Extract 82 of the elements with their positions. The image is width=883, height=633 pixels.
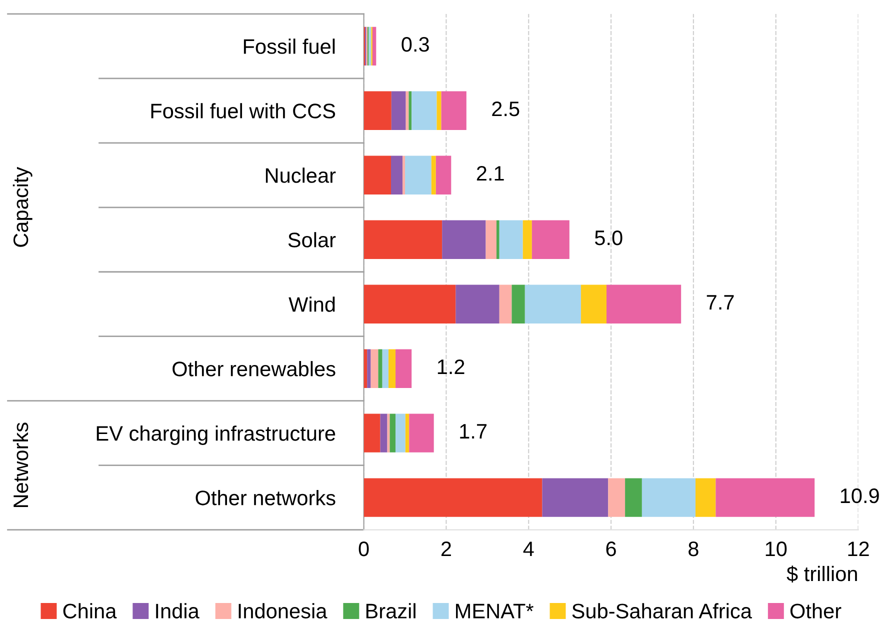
bar (486, 220, 496, 259)
y-tick-label: Fossil fuel (244, 38, 335, 54)
bar (372, 26, 376, 66)
bar (396, 349, 412, 388)
legend-label: China (63, 603, 117, 618)
bar (625, 478, 642, 517)
bar (696, 478, 716, 517)
bar (380, 414, 388, 452)
total-label: 5.0 (594, 230, 622, 246)
legend-label: Other (790, 603, 842, 618)
bar (608, 478, 626, 517)
y-tick-label: Wind (288, 296, 335, 312)
bar (388, 349, 396, 388)
total-label: 2.5 (492, 101, 520, 116)
legend-label: Brazil (366, 603, 416, 618)
bar (512, 284, 525, 324)
text: Capacity (12, 166, 32, 247)
bar (391, 91, 406, 130)
bar (405, 414, 410, 452)
bar (402, 156, 406, 194)
bar (456, 284, 500, 324)
bar (364, 349, 368, 388)
x-tick-label: 4 (523, 542, 534, 556)
bar (524, 284, 581, 324)
legend-label: Sub-Saharan Africa (572, 603, 752, 618)
x-tick-label: 8 (688, 541, 698, 556)
x-tick-label: 6 (606, 541, 616, 556)
bar (387, 414, 390, 452)
total-label: 7.7 (706, 295, 734, 310)
total-label: 1.7 (460, 424, 486, 438)
y-tick-label: EV charging infrastructure (96, 426, 336, 445)
x-tick-label: 12 (848, 541, 869, 556)
bar (716, 478, 815, 517)
bar (499, 284, 512, 324)
bar (522, 220, 532, 259)
bar (409, 414, 434, 452)
bar (364, 156, 391, 194)
bar (436, 156, 452, 194)
bar (364, 414, 380, 452)
y-tick-label: Solar (288, 232, 336, 248)
bar (408, 91, 412, 130)
bar (542, 478, 608, 517)
y-tick-label: Other renewables (172, 361, 336, 376)
bar (532, 220, 570, 259)
bar (364, 284, 456, 324)
bar (367, 349, 371, 388)
bar (642, 478, 696, 517)
legend-label: India (156, 603, 200, 618)
bar (442, 220, 486, 259)
total-label: 10.9 (840, 488, 879, 504)
bar (436, 91, 442, 130)
total-label: 1.2 (438, 359, 464, 374)
bar (390, 156, 403, 194)
bar (580, 284, 607, 324)
bar (364, 91, 392, 130)
y-tick-label: Nuclear (266, 168, 336, 183)
y-tick-label: Fossil fuel with CCS (151, 103, 336, 118)
bar (499, 220, 523, 259)
total-label: 0.3 (402, 37, 429, 52)
y-tick-label: Other networks (196, 490, 336, 506)
bar (431, 156, 436, 194)
bar (382, 349, 389, 388)
bar (405, 156, 432, 194)
x-tick-label: 0 (358, 541, 369, 556)
total-label: 2.1 (476, 166, 504, 181)
bar (441, 91, 466, 130)
bar (378, 349, 382, 388)
x-tick-label: 2 (441, 541, 451, 556)
x-tick-label: 10 (766, 541, 787, 556)
bar (364, 478, 542, 517)
bar (368, 26, 372, 66)
bar (364, 220, 442, 259)
legend-label: MENAT* (456, 604, 534, 618)
x-axis-title: $ trillion (786, 566, 857, 582)
bar (496, 220, 500, 259)
text: Networks (12, 422, 28, 508)
bar (396, 414, 406, 452)
bar (370, 349, 378, 388)
bar (412, 91, 437, 130)
bar (606, 284, 682, 324)
legend-label: Indonesia (238, 603, 328, 618)
bar (390, 414, 396, 452)
